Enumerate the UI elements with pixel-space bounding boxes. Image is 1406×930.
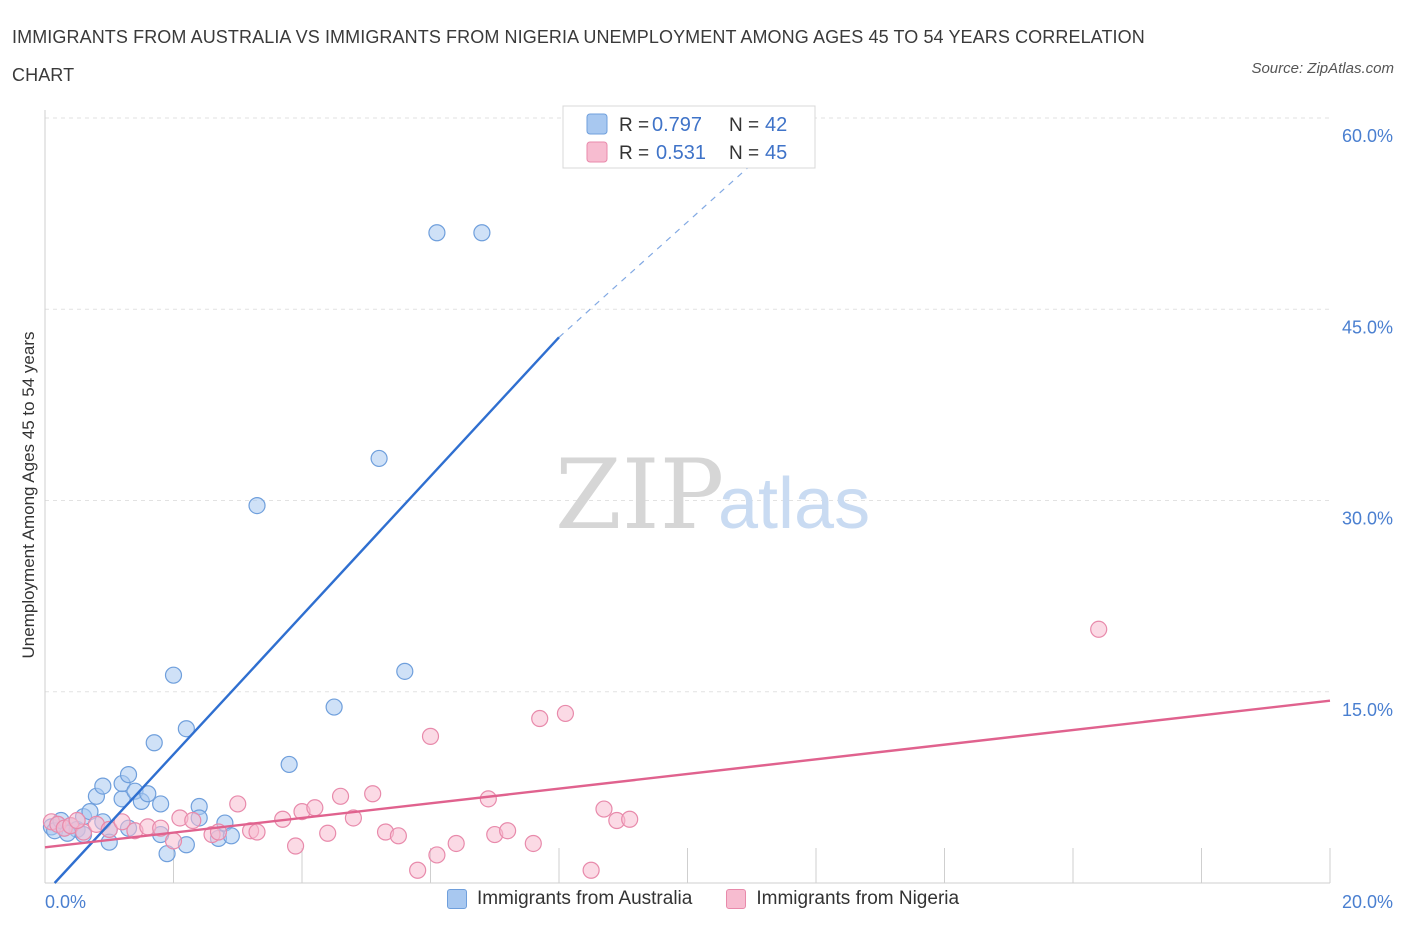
australia-point-33 bbox=[280, 755, 298, 774]
australia-point-20 bbox=[145, 734, 163, 752]
australia-point-36 bbox=[396, 662, 414, 680]
bottom-legend: Immigrants from Australia Immigrants fro… bbox=[0, 888, 1406, 910]
nigeria-point-43 bbox=[1090, 620, 1108, 638]
watermark-atlas: atlas bbox=[718, 464, 870, 544]
watermark: ZIP atlas bbox=[555, 439, 870, 551]
nigeria-point-23 bbox=[319, 824, 337, 842]
australia-trend-line bbox=[53, 336, 560, 884]
australia-point-34 bbox=[325, 698, 343, 716]
nigeria-point-13 bbox=[184, 811, 202, 830]
nigeria-point-33 bbox=[479, 790, 497, 808]
bottom-swatch-nigeria bbox=[726, 889, 747, 909]
nigeria-point-16 bbox=[229, 795, 247, 813]
legend-n-value-2: 45 bbox=[765, 142, 787, 164]
nigeria-point-30 bbox=[421, 727, 440, 745]
nigeria-point-22 bbox=[306, 799, 324, 817]
y-axis-label: Unemployment Among Ages 45 to 54 years bbox=[19, 332, 38, 659]
y-tick-label-1: 30.0% bbox=[1342, 509, 1393, 529]
nigeria-point-24 bbox=[331, 787, 350, 805]
nigeria-point-26 bbox=[364, 785, 382, 803]
bottom-legend-australia: Immigrants from Australia bbox=[446, 888, 693, 910]
nigeria-point-6 bbox=[100, 820, 118, 839]
nigeria-point-35 bbox=[499, 822, 517, 840]
australia-point-19 bbox=[139, 785, 157, 803]
x-tick-label-1: 20.0% bbox=[1342, 892, 1393, 912]
nigeria-point-42 bbox=[621, 810, 639, 828]
bottom-legend-nigeria-label: Immigrants from Nigeria bbox=[756, 888, 960, 909]
legend-n-value-1: 42 bbox=[765, 114, 787, 136]
nigeria-point-18 bbox=[248, 823, 266, 841]
legend-r-value-1: 0.797 bbox=[652, 114, 702, 136]
axes bbox=[44, 110, 1331, 884]
nigeria-point-44 bbox=[68, 811, 86, 830]
australia-point-16 bbox=[119, 766, 138, 784]
bottom-legend-nigeria: Immigrants from Nigeria bbox=[726, 888, 959, 910]
nigeria-point-39 bbox=[582, 861, 600, 879]
nigeria-point-25 bbox=[344, 809, 362, 827]
nigeria-point-29 bbox=[409, 861, 427, 879]
nigeria-point-37 bbox=[531, 709, 549, 728]
nigeria-point-36 bbox=[524, 834, 542, 853]
australia-point-24 bbox=[164, 666, 183, 684]
legend-r-label-2: R = bbox=[619, 143, 649, 164]
y-tick-label-2: 45.0% bbox=[1342, 317, 1393, 337]
legend-n-label-1: N = bbox=[729, 115, 759, 136]
legend-r-label-1: R = bbox=[619, 115, 649, 136]
nigeria-point-32 bbox=[447, 834, 465, 853]
series-nigeria-points bbox=[42, 620, 1108, 879]
bottom-swatch-australia bbox=[446, 889, 467, 909]
nigeria-point-7 bbox=[113, 813, 131, 831]
trend-lines bbox=[44, 117, 1331, 884]
grid-lines bbox=[45, 117, 1330, 693]
watermark-zip: ZIP bbox=[555, 439, 724, 551]
source-label: Source: ZipAtlas.com bbox=[1251, 60, 1394, 77]
australia-point-10 bbox=[94, 777, 112, 795]
nigeria-point-11 bbox=[164, 832, 183, 850]
series-australia-points bbox=[42, 224, 491, 863]
nigeria-point-10 bbox=[152, 819, 170, 837]
x-tick-label-0: 0.0% bbox=[45, 892, 86, 912]
chart-title: IMMIGRANTS FROM AUSTRALIA VS IMMIGRANTS … bbox=[12, 27, 1145, 85]
nigeria-point-40 bbox=[595, 800, 613, 818]
australia-point-38 bbox=[473, 224, 491, 242]
australia-point-35 bbox=[370, 449, 388, 468]
legend-r-value-2: 0.531 bbox=[656, 142, 706, 164]
nigeria-point-31 bbox=[428, 846, 446, 864]
y-tick-label-3: 60.0% bbox=[1342, 126, 1393, 146]
australia-point-22 bbox=[152, 795, 170, 813]
tick-labels: 15.0% 30.0% 45.0% 60.0% 0.0% 20.0% bbox=[45, 126, 1393, 912]
nigeria-point-20 bbox=[286, 837, 305, 855]
legend: R = 0.797 N = 42 R = 0.531 N = 45 bbox=[562, 105, 816, 169]
y-tick-label-0: 15.0% bbox=[1342, 700, 1393, 720]
legend-n-label-2: N = bbox=[729, 143, 759, 164]
legend-swatch-australia bbox=[586, 113, 608, 135]
legend-swatch-nigeria bbox=[586, 141, 608, 163]
nigeria-point-38 bbox=[556, 704, 575, 723]
australia-point-26 bbox=[177, 720, 195, 738]
nigeria-trend-line bbox=[44, 699, 1331, 849]
australia-point-37 bbox=[428, 224, 446, 242]
bottom-legend-australia-label: Immigrants from Australia bbox=[476, 888, 693, 909]
australia-point-32 bbox=[248, 497, 266, 515]
nigeria-point-28 bbox=[389, 827, 407, 845]
